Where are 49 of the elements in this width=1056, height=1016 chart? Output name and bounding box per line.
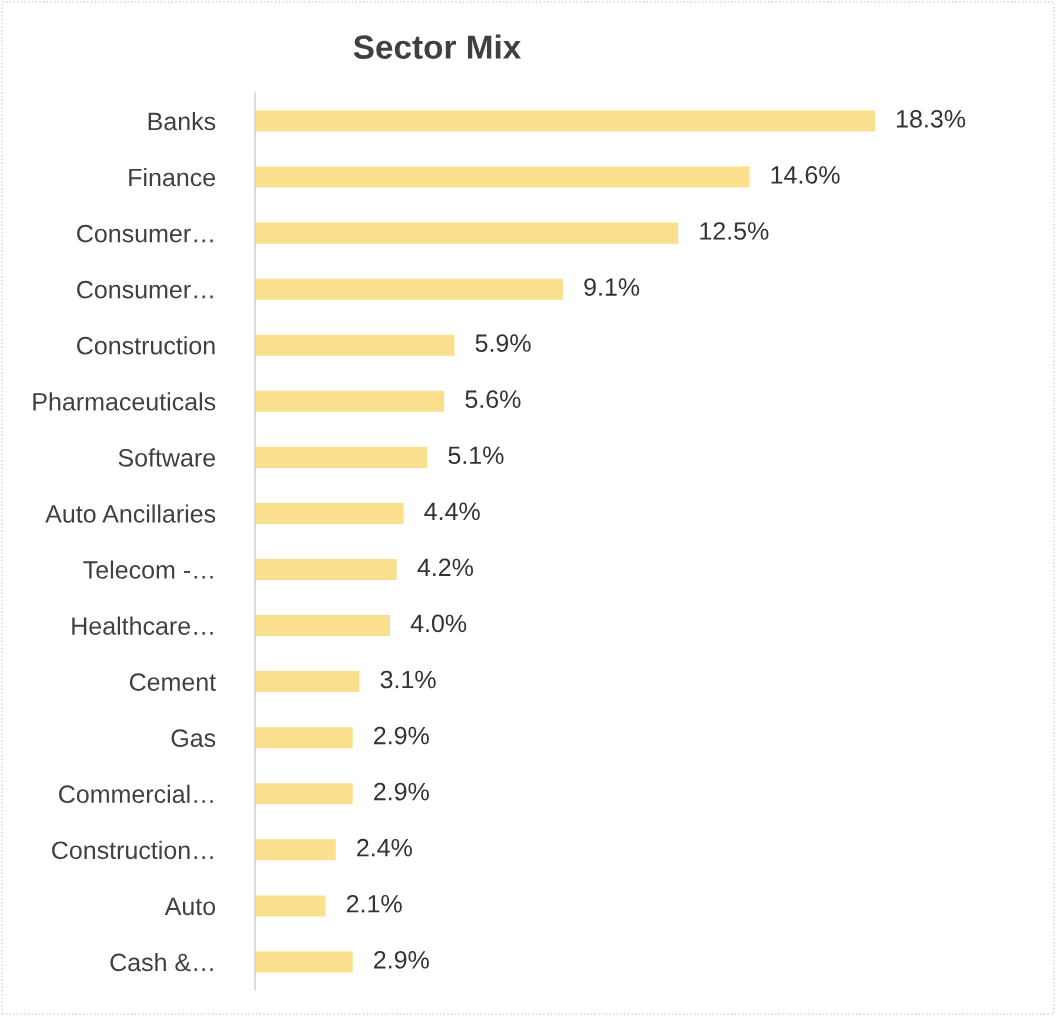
y-tick-label: Pharmaceuticals xyxy=(33,392,216,411)
data-label: 12.5% xyxy=(700,222,769,240)
bar xyxy=(255,557,399,582)
bar xyxy=(255,669,361,694)
y-tick-label: Finance xyxy=(129,168,216,187)
bar xyxy=(255,837,338,862)
bar xyxy=(255,725,355,750)
bar xyxy=(255,221,680,246)
data-label: 2.9% xyxy=(374,782,429,801)
bar xyxy=(255,165,751,189)
y-tick-label: Cement xyxy=(129,673,216,691)
y-tick-label: Commercial… xyxy=(59,784,213,804)
y-tick-label: Telecom -… xyxy=(83,560,213,579)
data-label: 4.2% xyxy=(417,558,474,577)
y-tick-label: Banks xyxy=(148,111,216,131)
y-tick-label: Software xyxy=(118,448,216,467)
bar xyxy=(255,333,456,358)
y-tick-label: Construction xyxy=(77,336,215,355)
y-tick-label: Construction… xyxy=(52,840,213,860)
data-label: 4.4% xyxy=(424,502,480,521)
y-tick-label: Consumer… xyxy=(77,280,213,299)
data-label: 5.6% xyxy=(465,390,521,409)
y-tick-label: Auto xyxy=(164,897,216,916)
data-label: 4.0% xyxy=(410,614,467,633)
y-tick-label: Auto Ancillaries xyxy=(45,504,216,523)
bar xyxy=(255,501,405,526)
chart-title: Sector Mix xyxy=(353,34,522,59)
y-tick-label: Healthcare… xyxy=(72,616,213,635)
bar xyxy=(255,389,446,414)
y-tick-label: Cash &… xyxy=(110,952,213,972)
bar xyxy=(255,950,355,974)
data-label: 9.1% xyxy=(584,278,640,296)
data-label: 2.4% xyxy=(357,838,412,857)
bar xyxy=(255,277,565,302)
bar xyxy=(255,109,877,133)
data-label: 5.1% xyxy=(448,446,504,465)
data-label: 2.9% xyxy=(374,950,429,969)
data-label: 5.9% xyxy=(475,334,531,352)
y-tick-label: Gas xyxy=(171,729,216,748)
data-label: 2.9% xyxy=(374,726,429,745)
bar xyxy=(255,893,327,918)
bar xyxy=(255,613,392,638)
bar xyxy=(255,781,355,806)
bar xyxy=(255,445,429,470)
data-label: 14.6% xyxy=(771,166,840,184)
data-label: 2.1% xyxy=(346,894,402,913)
data-label: 3.1% xyxy=(380,670,436,689)
y-tick-label: Consumer… xyxy=(77,224,213,243)
data-label: 18.3% xyxy=(897,110,966,128)
